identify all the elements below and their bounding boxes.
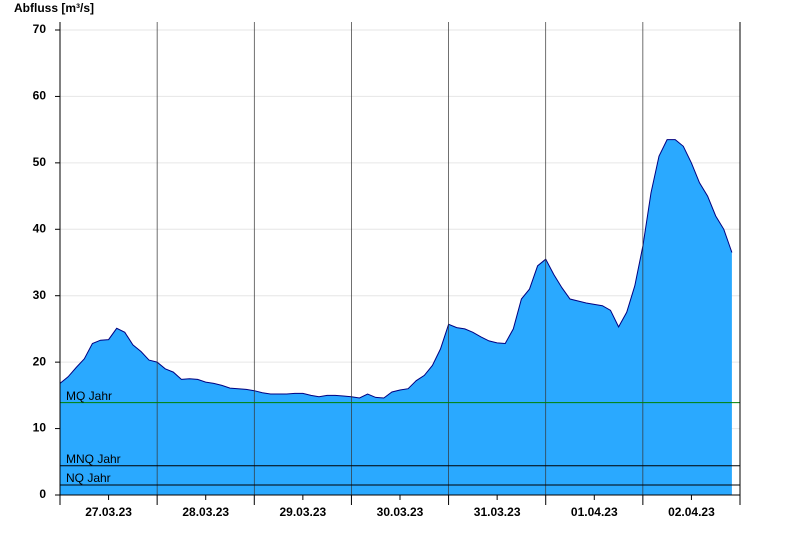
x-tick-label: 28.03.23 xyxy=(182,505,229,519)
reference-label: NQ Jahr xyxy=(66,471,111,485)
x-tick-label: 01.04.23 xyxy=(571,505,618,519)
reference-label: MNQ Jahr xyxy=(66,452,121,466)
area-line xyxy=(59,139,733,399)
x-tick-label: 29.03.23 xyxy=(279,505,326,519)
y-tick-label: 70 xyxy=(33,22,47,36)
x-tick-label: 27.03.23 xyxy=(85,505,132,519)
y-tick-label: 0 xyxy=(39,487,46,501)
x-tick-label: 30.03.23 xyxy=(377,505,424,519)
y-tick-label: 60 xyxy=(33,89,47,103)
y-tick-label: 10 xyxy=(33,421,47,435)
y-tick-label: 30 xyxy=(33,288,47,302)
x-tick-label: 31.03.23 xyxy=(474,505,521,519)
reference-label: MQ Jahr xyxy=(66,389,112,403)
area xyxy=(60,139,732,495)
y-tick-label: 50 xyxy=(33,155,47,169)
y-tick-label: 40 xyxy=(33,221,47,235)
y-axis-label: Abfluss [m³/s] xyxy=(14,1,94,15)
x-tick-label: 02.04.23 xyxy=(668,505,715,519)
y-tick-label: 20 xyxy=(33,354,47,368)
